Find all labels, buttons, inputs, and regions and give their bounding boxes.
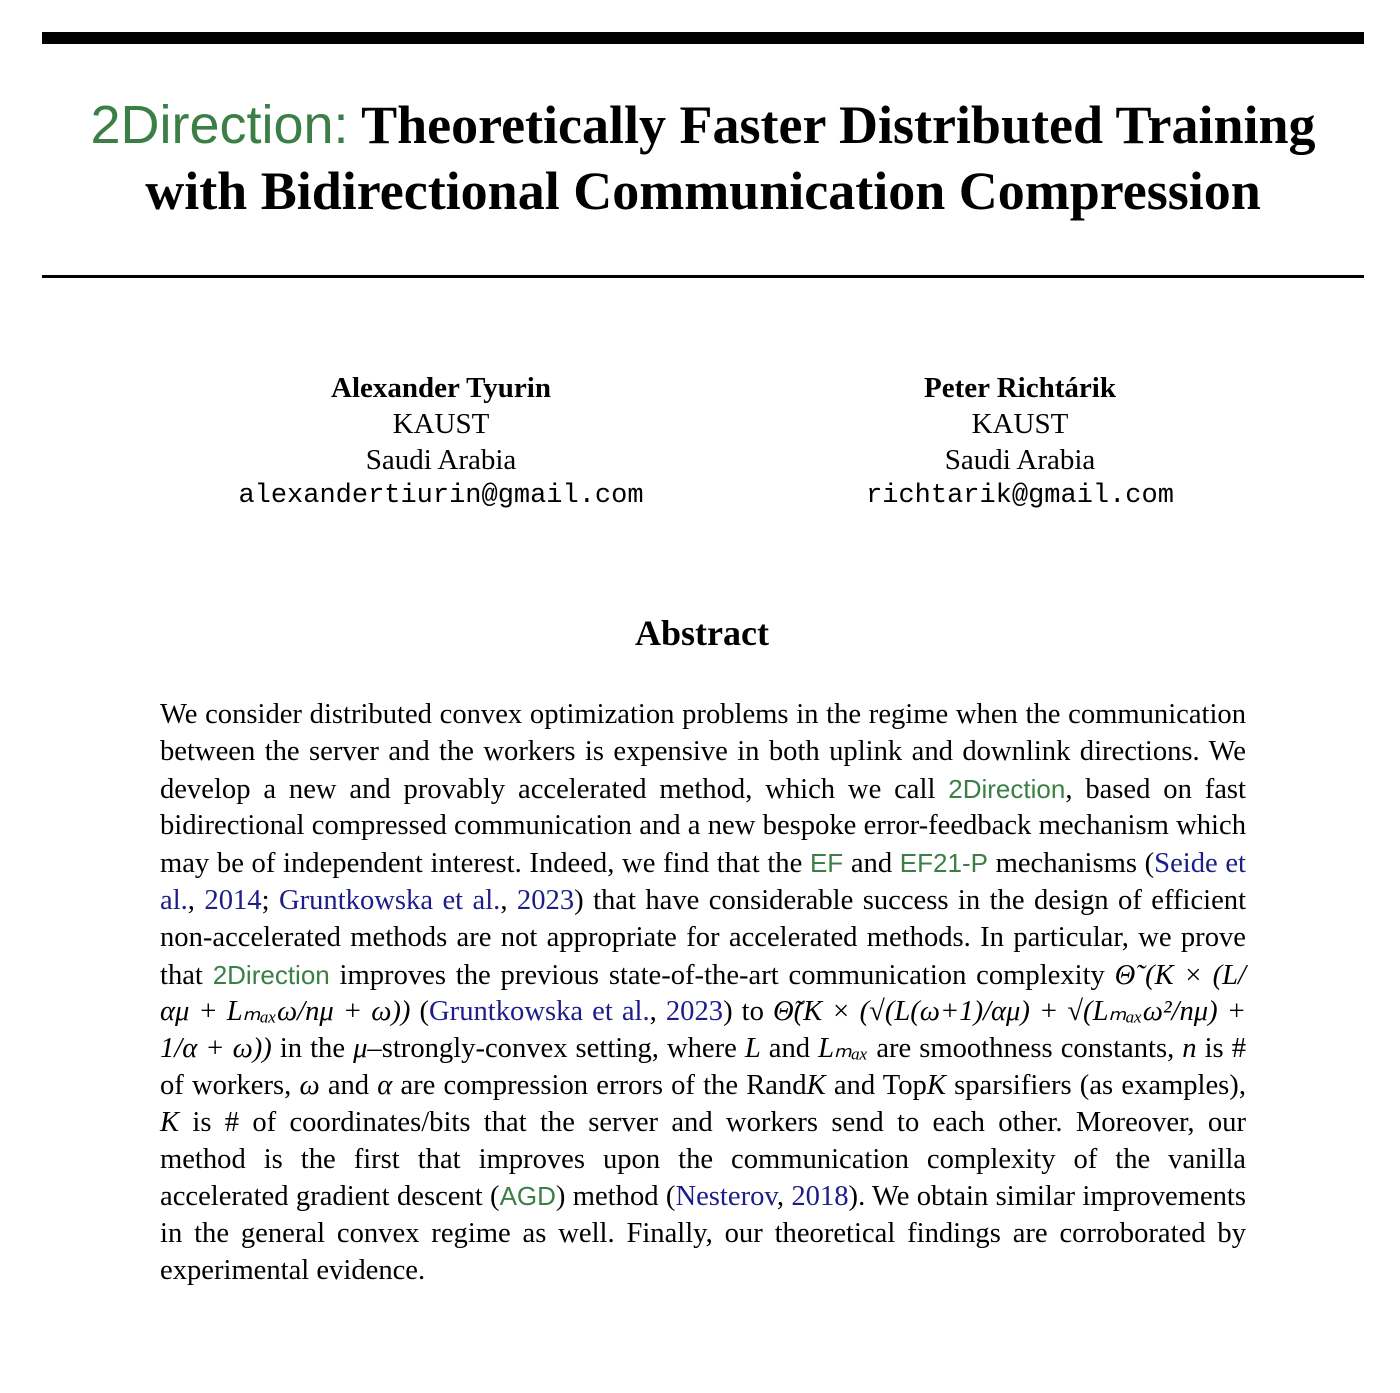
title-prefix: 2Direction:	[90, 95, 349, 155]
abstract-text: mechanisms (	[987, 848, 1155, 880]
abstract-text: are smoothness constants,	[868, 1033, 1183, 1065]
abstract-text: are compression errors of the Rand	[392, 1069, 807, 1101]
abstract-accent: EF21-P	[899, 848, 988, 879]
author-name: Alexander Tyurin	[331, 372, 551, 404]
abstract-text: is # of workers,	[160, 1033, 1246, 1101]
author-name: Peter Richtárik	[924, 372, 1116, 404]
abstract-accent: 2Direction	[212, 959, 330, 990]
author: Peter Richtárik KAUST Saudi Arabia richtari…	[740, 370, 1300, 514]
abstract-heading: Abstract	[635, 613, 769, 653]
abstract-math: Lₘₐₓ	[818, 1033, 869, 1065]
abstract-math: Θ̃(K × (√(L(ω+1)/αμ) + √(Lₘₐₓω²/nμ) + 1/…	[160, 996, 1247, 1065]
abstract-text: is # of coordinates/bits that the server…	[160, 1106, 1246, 1213]
abstract-text: sparsifiers (as examples),	[945, 1069, 1246, 1101]
abstract-math: α	[377, 1069, 393, 1101]
author: Alexander Tyurin KAUST Saudi Arabia alexand…	[161, 370, 721, 514]
author-email: richtarik@gmail.com	[866, 481, 1174, 511]
abstract-math: μ	[353, 1033, 368, 1065]
abstract-link[interactable]: Gruntkowska et al.	[429, 996, 650, 1028]
title-text: Theoretically Faster Distributed Trainin…	[145, 95, 1316, 221]
abstract-accent: 2Direction	[948, 773, 1066, 804]
abstract-link[interactable]: 2023	[665, 996, 724, 1028]
abstract-body: We consider distributed convex optimizat…	[160, 697, 1246, 1290]
abstract-text: –strongly-convex setting, where	[367, 1033, 745, 1065]
abstract-text: ) method (	[555, 1181, 676, 1213]
abstract-text: We consider distributed convex optimizat…	[160, 699, 1246, 805]
author-affiliation: KAUST	[971, 408, 1069, 440]
abstract-accent: EF	[809, 848, 844, 879]
abstract-math: K	[160, 1106, 180, 1138]
abstract-math: K	[806, 1069, 826, 1101]
abstract-math: L	[744, 1033, 761, 1065]
abstract-math: n	[1182, 1033, 1197, 1065]
top-rule	[42, 32, 1364, 44]
abstract-text: ;	[261, 884, 279, 916]
abstract-math: K	[926, 1069, 946, 1101]
abstract-text: ,	[187, 884, 205, 916]
abstract-math: ω	[299, 1069, 320, 1101]
abstract-link[interactable]: 2018	[791, 1181, 849, 1213]
author-country: Saudi Arabia	[365, 444, 517, 476]
abstract-link[interactable]: Nesterov	[675, 1181, 777, 1213]
abstract-text: and	[760, 1033, 819, 1065]
title-rule	[42, 275, 1364, 278]
abstract-text: ) that have considerable success in the …	[160, 884, 1247, 991]
abstract-link[interactable]: Gruntkowska et al.	[278, 884, 501, 916]
abstract-text: in the	[271, 1033, 354, 1065]
abstract-math: Θ̃ (K × (L/αμ + Lₘₐₓω/nμ + ω))	[160, 959, 1246, 1028]
author-email: alexandertiurin@gmail.com	[238, 481, 644, 511]
abstract-text: and Top	[825, 1069, 927, 1101]
author-country: Saudi Arabia	[944, 444, 1096, 476]
abstract-text: and	[843, 848, 900, 880]
abstract-text: , based on fast bidirectional compressed…	[160, 773, 1246, 880]
abstract-accent: AGD	[499, 1181, 556, 1212]
abstract-text: (	[410, 996, 430, 1028]
author-affiliation: KAUST	[392, 408, 490, 440]
abstract-text: and	[319, 1069, 378, 1101]
abstract-text: improves the previous state-of-the-art c…	[329, 959, 1115, 991]
title: 2Direction: Theoretically Faster Distrib…	[40, 92, 1366, 224]
abstract-text: ,	[500, 884, 517, 916]
abstract-link[interactable]: Seide et al.	[160, 848, 1247, 916]
abstract-text: ,	[776, 1181, 792, 1213]
abstract-link[interactable]: 2023	[516, 884, 575, 916]
abstract-text: ) to	[723, 996, 773, 1028]
abstract-text: ). We obtain similar improvements in the…	[160, 1181, 1247, 1286]
abstract-link[interactable]: 2014	[204, 884, 262, 916]
abstract-text: ,	[649, 996, 666, 1028]
